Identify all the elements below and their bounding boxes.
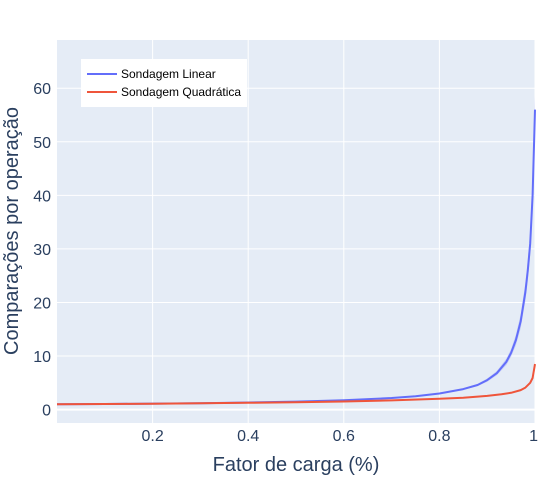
y-tick-labels: 0 10 20 30 40 50 60 bbox=[33, 81, 51, 419]
y-axis-title: Comparações por operação bbox=[1, 107, 23, 355]
legend-label-quadratic: Sondagem Quadrática bbox=[121, 85, 241, 99]
x-tick-label: 0.2 bbox=[141, 428, 163, 445]
x-axis-title: Fator de carga (%) bbox=[213, 454, 380, 476]
x-tick-label: 0.6 bbox=[333, 428, 355, 445]
y-tick-label: 50 bbox=[33, 135, 51, 152]
y-tick-label: 10 bbox=[33, 349, 51, 366]
y-tick-label: 0 bbox=[42, 403, 51, 420]
series-lines bbox=[56, 109, 536, 406]
x-tick-label: 0.4 bbox=[237, 428, 259, 445]
y-tick-label: 30 bbox=[33, 242, 51, 259]
x-tick-labels: 0.2 0.4 0.6 0.8 1 bbox=[141, 428, 538, 445]
y-tick-label: 60 bbox=[33, 81, 51, 98]
legend[interactable]: Sondagem Linear Sondagem Quadrática bbox=[81, 59, 247, 107]
y-gridlines bbox=[57, 87, 535, 411]
x-tick-label: 1 bbox=[529, 428, 538, 445]
x-tick-label: 0.8 bbox=[428, 428, 450, 445]
legend-label-linear: Sondagem Linear bbox=[121, 67, 216, 81]
legend-box bbox=[81, 59, 247, 107]
series-line-1 bbox=[56, 363, 536, 406]
y-tick-label: 40 bbox=[33, 188, 51, 205]
y-tick-label: 20 bbox=[33, 295, 51, 312]
